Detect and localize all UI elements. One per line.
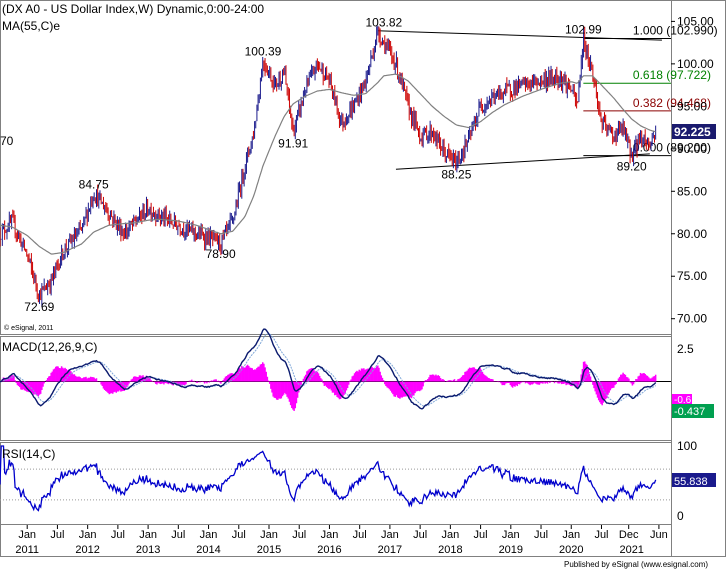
fib-label-1: 0.618 (97.722) — [633, 68, 711, 82]
x-tick-label-17: Jul — [534, 529, 548, 541]
x-year-label-0: 2011 — [15, 544, 39, 556]
peak-label-5: 103.82 — [366, 15, 403, 29]
peak-label-8: 89.20 — [617, 160, 647, 174]
x-tick-label-15: Jul — [474, 529, 488, 541]
trendline-0 — [377, 30, 662, 41]
x-year-label-1: 2012 — [75, 544, 99, 556]
x-year-label-10: 2021 — [619, 544, 643, 556]
y-tick-label-105: 105.00 — [677, 14, 714, 28]
macd-value-box — [672, 404, 714, 418]
rsi-value-box — [672, 473, 716, 487]
y-tick-label-85: 85.00 — [677, 184, 707, 198]
x-year-label-6: 2017 — [378, 544, 402, 556]
rsi-panel-frame — [0, 442, 672, 525]
y-tick-label-75: 75.00 — [677, 269, 707, 283]
x-tick-label-1: Jul — [50, 529, 64, 541]
x-tick-label-7: Jul — [232, 529, 246, 541]
x-tick-label-3: Jul — [111, 529, 125, 541]
peak-label-1: 84.75 — [79, 177, 109, 191]
x-tick-label-21: Jun — [650, 529, 668, 541]
peak-label-7: 102.99 — [565, 22, 602, 36]
x-tick-label-14: Jan — [441, 529, 459, 541]
x-axis-frame — [0, 524, 672, 557]
peak-label-6: 88.25 — [441, 168, 471, 182]
right-axis-frame — [671, 0, 726, 557]
fib-label-0: 1.000 (102.990) — [633, 23, 718, 37]
ma-line — [0, 73, 656, 255]
x-tick-label-10: Jan — [321, 529, 339, 541]
rsi-last-value: 55.838 — [674, 476, 708, 488]
peak-label-4: 91.91 — [278, 137, 308, 151]
rsi-label: RSI(14,C) — [2, 447, 55, 461]
x-tick-label-12: Jan — [381, 529, 399, 541]
peak-label-2: 78.90 — [206, 247, 236, 261]
x-year-label-7: 2018 — [438, 544, 462, 556]
rsi-tick-label-0: 0 — [677, 509, 684, 523]
x-tick-label-8: Jan — [260, 529, 278, 541]
copyright-text: © eSignal, 2011 — [4, 324, 54, 332]
main-panel-frame — [0, 0, 672, 335]
x-year-label-2: 2013 — [136, 544, 160, 556]
y-tick-label-100: 100.00 — [677, 57, 714, 71]
last-price-box — [672, 124, 716, 139]
x-year-label-9: 2020 — [559, 544, 583, 556]
x-tick-label-16: Jan — [502, 529, 520, 541]
x-tick-label-18: Jan — [562, 529, 580, 541]
x-tick-label-20: Dec — [619, 529, 639, 541]
x-year-label-3: 2014 — [196, 544, 220, 556]
y-tick-label-90: 90.00 — [677, 142, 707, 156]
x-tick-label-13: Jul — [413, 529, 427, 541]
y-tick-label-95: 95.00 — [677, 99, 707, 113]
macd-label: MACD(12,26,9,C) — [2, 340, 97, 354]
peak-label-3: 100.39 — [245, 45, 282, 59]
x-tick-label-5: Jul — [171, 529, 185, 541]
x-tick-label-4: Jan — [139, 529, 157, 541]
ma-label: MA(55,C)e — [2, 19, 60, 33]
chart-title: (DX A0 - US Dollar Index,W) Dynamic,0:00… — [2, 2, 264, 16]
left-edge-label: 70 — [0, 134, 14, 148]
macd-line — [0, 328, 657, 410]
rsi-tick-label-100: 100 — [677, 439, 697, 453]
x-tick-label-6: Jan — [200, 529, 218, 541]
x-tick-label-19: Jul — [594, 529, 608, 541]
macd-signal-box — [672, 394, 692, 404]
x-year-label-8: 2019 — [499, 544, 523, 556]
macd-signal-value: -0.6 — [674, 395, 692, 406]
macd-last-value: -0.437 — [674, 406, 705, 418]
x-year-label-5: 2016 — [317, 544, 341, 556]
rsi-line — [0, 445, 657, 512]
last-price-value: 92.225 — [674, 125, 711, 139]
x-tick-label-11: Jul — [353, 529, 367, 541]
footer-text: Published by eSignal (www.esignal.com) — [564, 560, 708, 569]
x-tick-label-0: Jan — [18, 529, 36, 541]
trendline-1 — [395, 153, 650, 170]
peak-label-0: 72.69 — [24, 300, 54, 314]
macd-tick-label-2.5: 2.5 — [677, 342, 694, 356]
y-tick-label-70: 70.00 — [677, 312, 707, 326]
x-tick-label-2: Jan — [79, 529, 97, 541]
x-year-label-4: 2015 — [257, 544, 281, 556]
x-tick-label-9: Jul — [292, 529, 306, 541]
fib-label-2: 0.382 (94.468) — [633, 96, 711, 110]
y-tick-label-80: 80.00 — [677, 227, 707, 241]
